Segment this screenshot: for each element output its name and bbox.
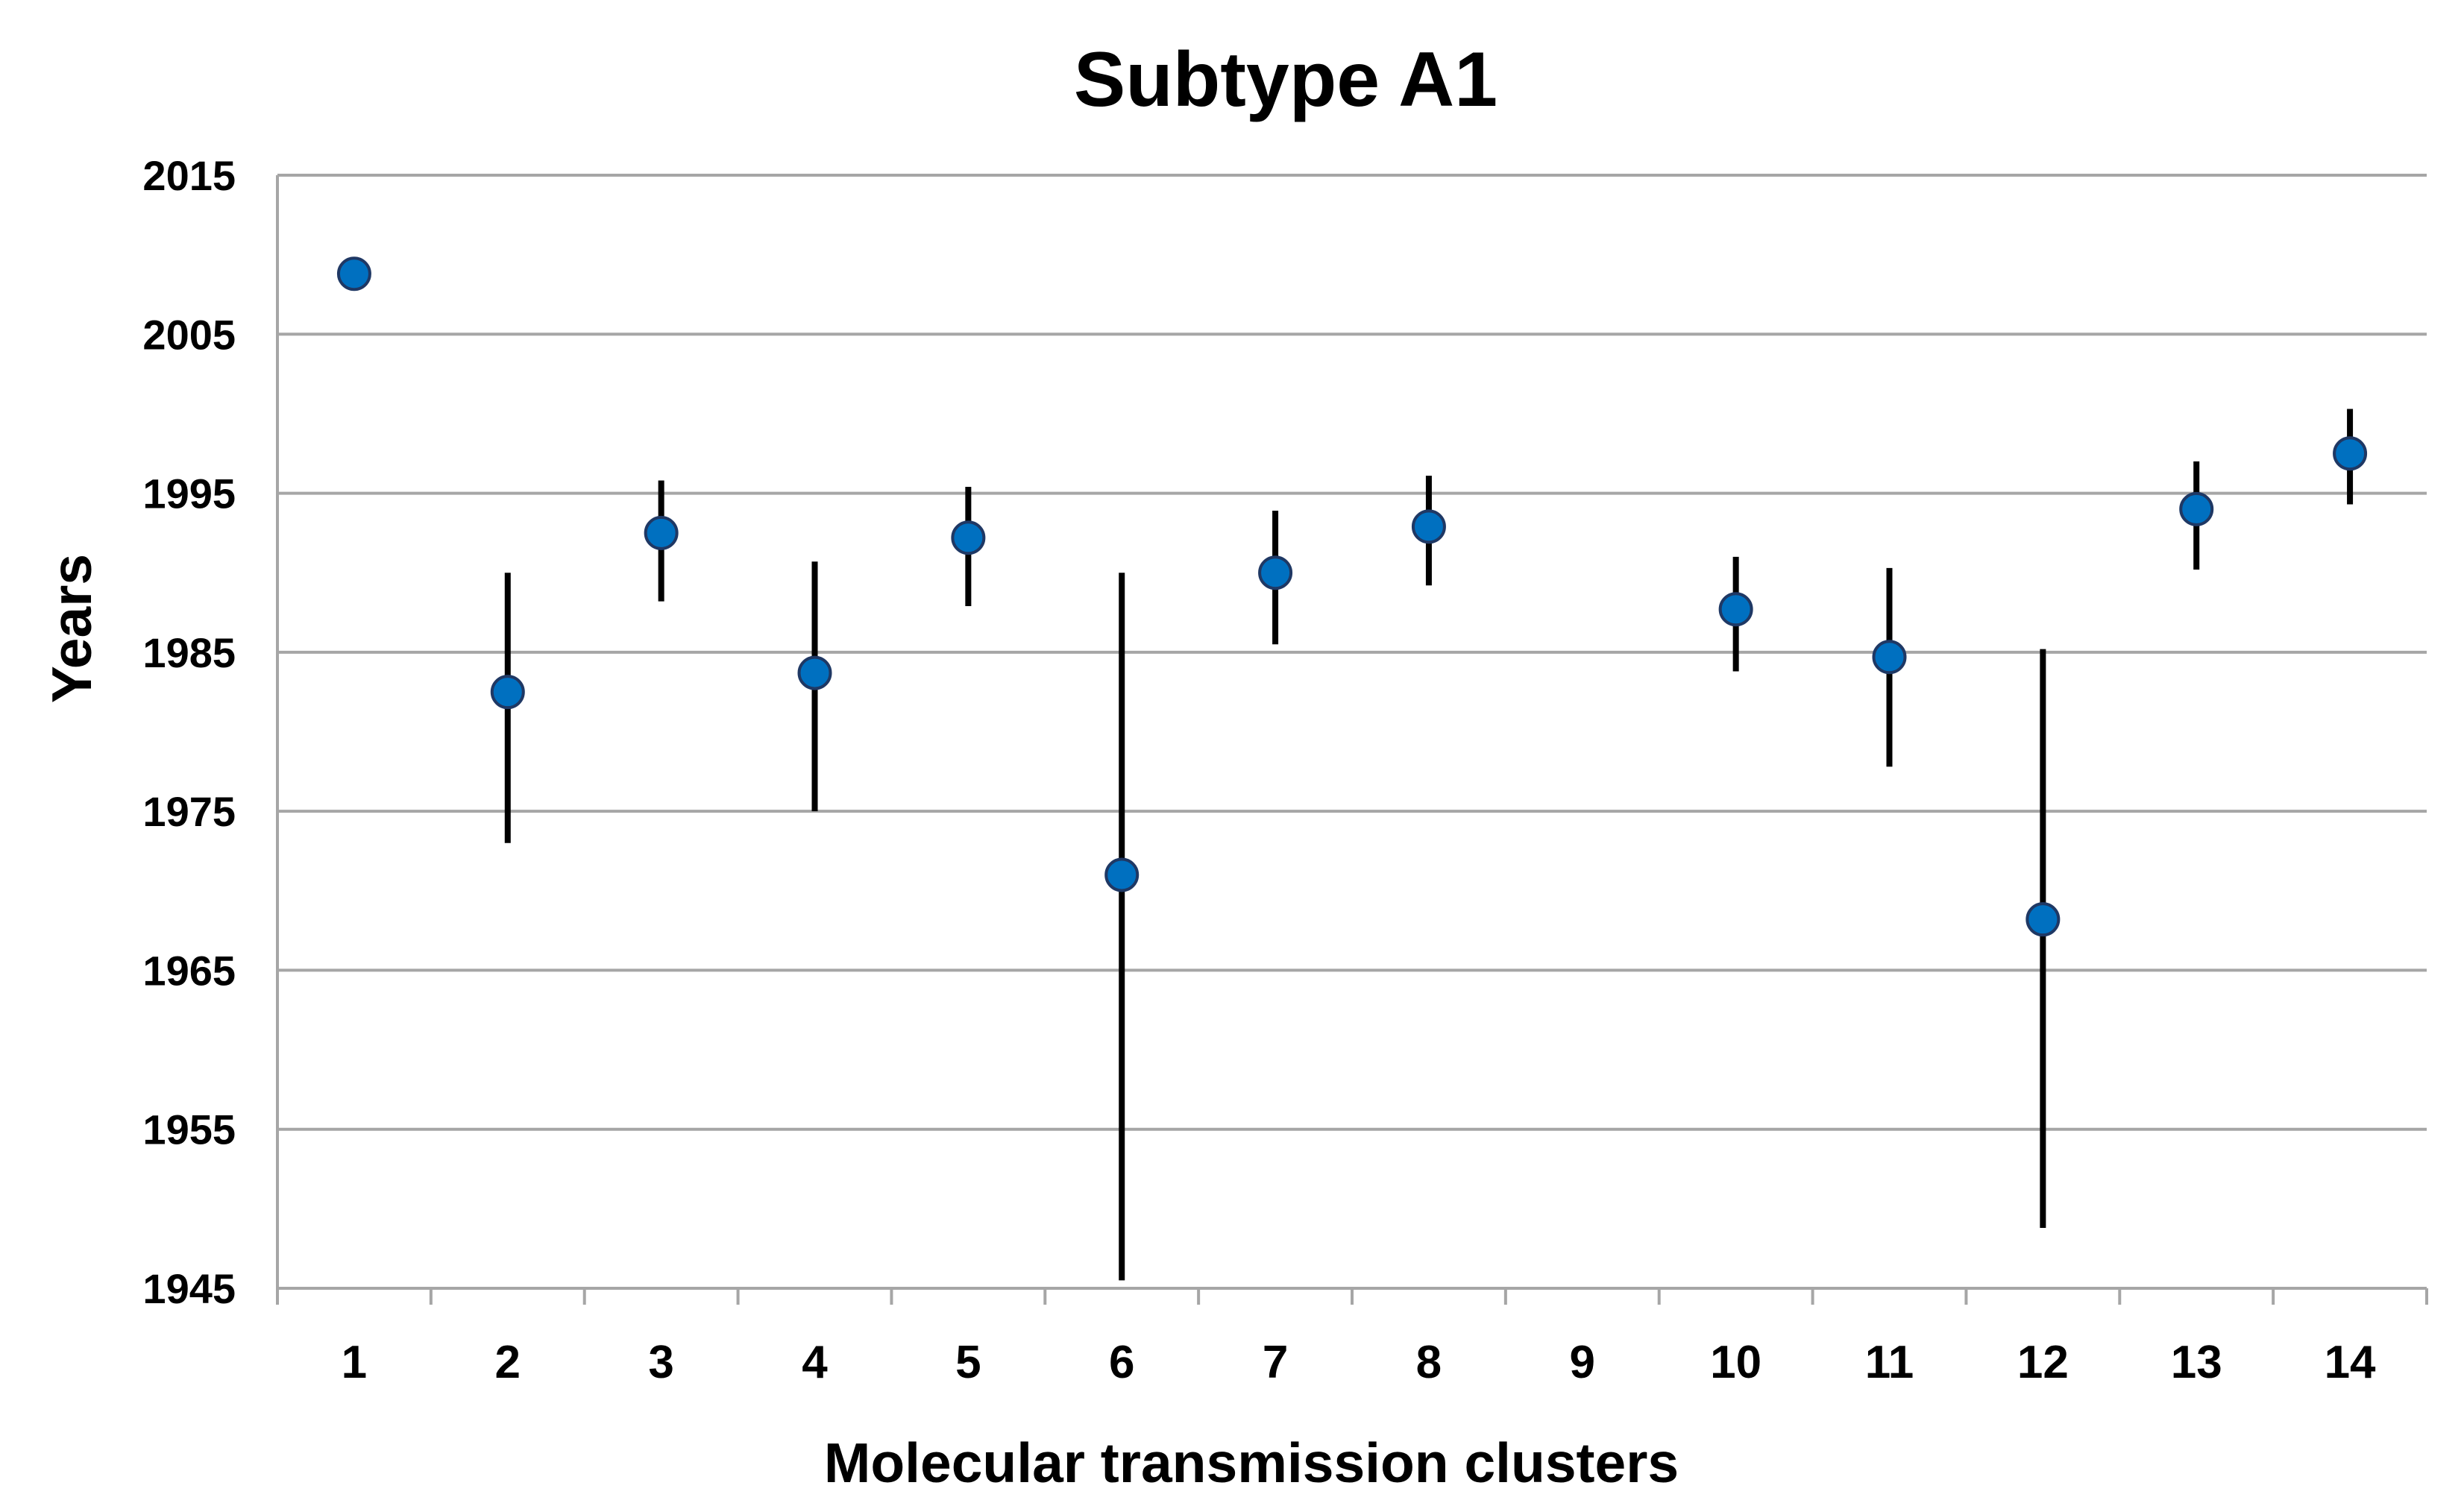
x-tick-label: 2 bbox=[495, 1337, 521, 1388]
data-point bbox=[797, 655, 832, 690]
gridlines bbox=[277, 174, 2427, 1131]
data-point bbox=[490, 675, 525, 710]
data-point bbox=[1872, 640, 1907, 675]
y-tick-label: 2005 bbox=[142, 311, 236, 358]
data-point bbox=[1258, 555, 1293, 590]
data-point bbox=[2025, 902, 2061, 937]
data-point bbox=[2333, 436, 2368, 471]
y-tick-label: 1995 bbox=[142, 470, 236, 517]
y-tick-label: 1975 bbox=[142, 788, 236, 835]
data-point bbox=[644, 515, 679, 550]
data-point bbox=[336, 256, 371, 292]
x-tick-label: 6 bbox=[1109, 1337, 1134, 1388]
x-tick-label: 7 bbox=[1263, 1337, 1288, 1388]
y-tick-label: 1965 bbox=[142, 947, 236, 994]
y-axis-title: Years bbox=[40, 554, 103, 703]
data-point bbox=[1411, 509, 1446, 544]
y-tick-label: 1955 bbox=[142, 1106, 236, 1153]
x-tick-label: 11 bbox=[1865, 1337, 1914, 1388]
x-tick-label: 8 bbox=[1416, 1337, 1442, 1388]
x-tick-label: 13 bbox=[2171, 1337, 2222, 1388]
x-axis-title: Molecular transmission clusters bbox=[824, 1431, 1679, 1494]
x-tick-label: 14 bbox=[2325, 1337, 2376, 1388]
x-tick-label: 12 bbox=[2017, 1337, 2069, 1388]
x-tick-label: 9 bbox=[1570, 1337, 1595, 1388]
data-point bbox=[2179, 491, 2214, 526]
x-axis: 1 2 3 4 5 6 7 8 9 10 11 12 13 14 bbox=[276, 1287, 2428, 1388]
data-point bbox=[951, 520, 986, 555]
data-point bbox=[1718, 592, 1753, 627]
y-tick-label: 2015 bbox=[142, 152, 236, 199]
x-tick-label: 10 bbox=[1710, 1337, 1761, 1388]
y-tick-label: 1985 bbox=[142, 629, 236, 676]
x-tick-label: 1 bbox=[342, 1337, 367, 1388]
x-tick-label: 3 bbox=[648, 1337, 673, 1388]
data-point bbox=[1104, 857, 1140, 892]
data-points bbox=[336, 256, 2368, 937]
x-tick-label: 5 bbox=[955, 1337, 981, 1388]
chart-title: Subtype A1 bbox=[1074, 37, 1497, 123]
y-axis: 1945 1955 1965 1975 1985 1995 2005 2015 bbox=[142, 152, 279, 1312]
y-tick-label: 1945 bbox=[142, 1265, 236, 1312]
x-tick-label: 4 bbox=[802, 1337, 828, 1388]
